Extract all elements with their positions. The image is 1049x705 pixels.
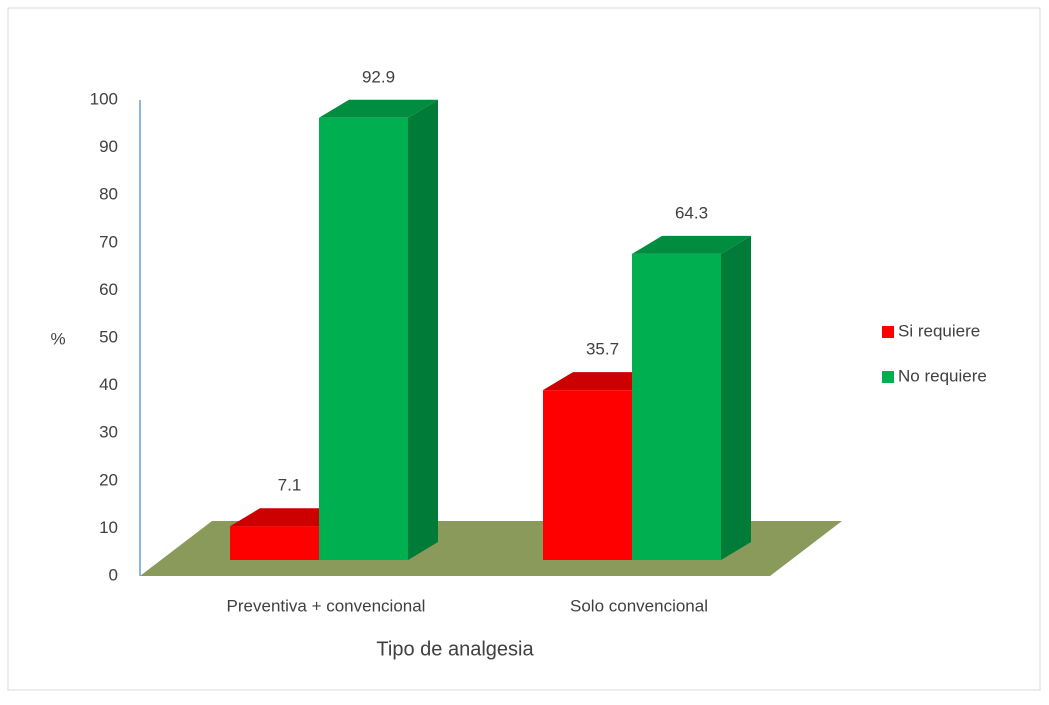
y-tick-label: 50 — [99, 327, 118, 346]
bar-front — [543, 390, 632, 560]
bar-top — [632, 235, 751, 254]
y-tick-label: 90 — [99, 137, 118, 156]
y-tick-label: 30 — [99, 423, 118, 442]
x-tick-label: Solo convencional — [570, 596, 708, 615]
bar — [632, 235, 751, 560]
legend-label: No requiere — [898, 366, 987, 385]
chart-border — [7, 7, 1041, 691]
legend-swatch — [882, 326, 894, 338]
value-label: 64.3 — [675, 203, 708, 222]
y-axis-label: % — [50, 329, 65, 348]
bar — [319, 99, 438, 561]
y-tick-label: 60 — [99, 280, 118, 299]
y-tick-label: 40 — [99, 375, 118, 394]
value-label: 7.1 — [278, 476, 302, 495]
legend-swatch — [882, 371, 894, 383]
x-axis-label: Tipo de analgesia — [376, 638, 534, 660]
legend-label: Si requiere — [898, 321, 980, 340]
bar-front — [319, 117, 408, 561]
y-tick-label: 100 — [90, 89, 118, 108]
y-tick-label: 70 — [99, 232, 118, 251]
value-label: 92.9 — [362, 67, 395, 86]
y-tick-label: 0 — [109, 565, 118, 584]
bar-front — [632, 253, 721, 560]
y-tick-label: 80 — [99, 185, 118, 204]
y-tick-label: 10 — [99, 518, 118, 537]
bar-top — [319, 99, 438, 118]
y-tick-label: 20 — [99, 470, 118, 489]
bar-side — [721, 235, 751, 560]
bar-front — [230, 526, 319, 560]
bar-side — [408, 99, 438, 561]
x-tick-label: Preventiva + convencional — [227, 596, 426, 615]
value-label: 35.7 — [586, 340, 619, 359]
